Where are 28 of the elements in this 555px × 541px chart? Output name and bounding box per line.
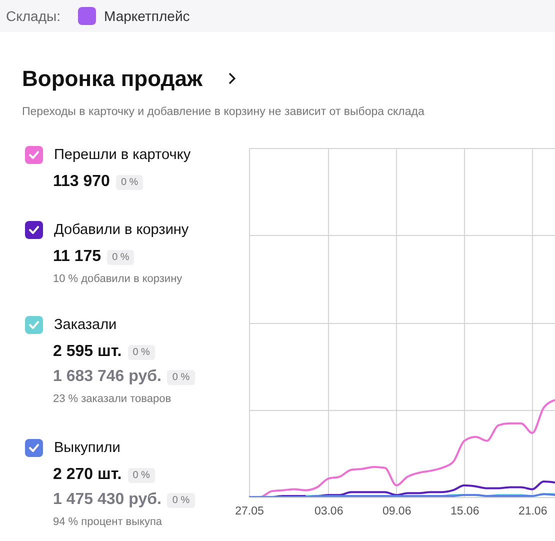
- text: 0 %: [167, 492, 195, 508]
- text: Маркетплейс: [104, 8, 190, 24]
- text: 0 %: [128, 344, 155, 360]
- text: 0 %: [107, 250, 134, 264]
- text: 94 % процент выкупа: [53, 516, 162, 528]
- text: 2 595 шт.: [53, 343, 122, 361]
- text: 0 %: [167, 370, 195, 384]
- text: 1 683 746 руб.: [53, 368, 162, 386]
- legend-label: Добавили в корзину: [54, 222, 189, 238]
- text: Склады:: [6, 8, 60, 24]
- x-tick-label: 03.06: [314, 506, 344, 518]
- chart-title: Воронка продаж: [22, 66, 203, 92]
- chart-subtitle: Переходы в карточку и добавление в корзину не зависит от выбора склада: [22, 106, 424, 118]
- text: 0 %: [128, 468, 155, 482]
- text: 2 270 шт.: [53, 466, 122, 484]
- text: 0 %: [116, 174, 144, 190]
- text: 23 % заказали товаров: [53, 393, 172, 405]
- text: 1 475 430 руб.: [53, 491, 162, 509]
- legend-label: Выкупили: [54, 440, 120, 456]
- text: 11 175: [53, 248, 102, 266]
- x-tick-label: 21.06: [518, 506, 548, 518]
- legend-label: Перешли в карточку: [54, 147, 191, 163]
- x-tick-label: 15.06: [450, 506, 480, 518]
- legend-label: Заказали: [54, 317, 117, 333]
- x-tick-label: 09.06: [382, 506, 412, 518]
- x-tick-label: 27.05: [235, 506, 264, 518]
- text: 10 % добавили в корзину: [53, 273, 182, 285]
- text: 113 970: [53, 173, 110, 191]
